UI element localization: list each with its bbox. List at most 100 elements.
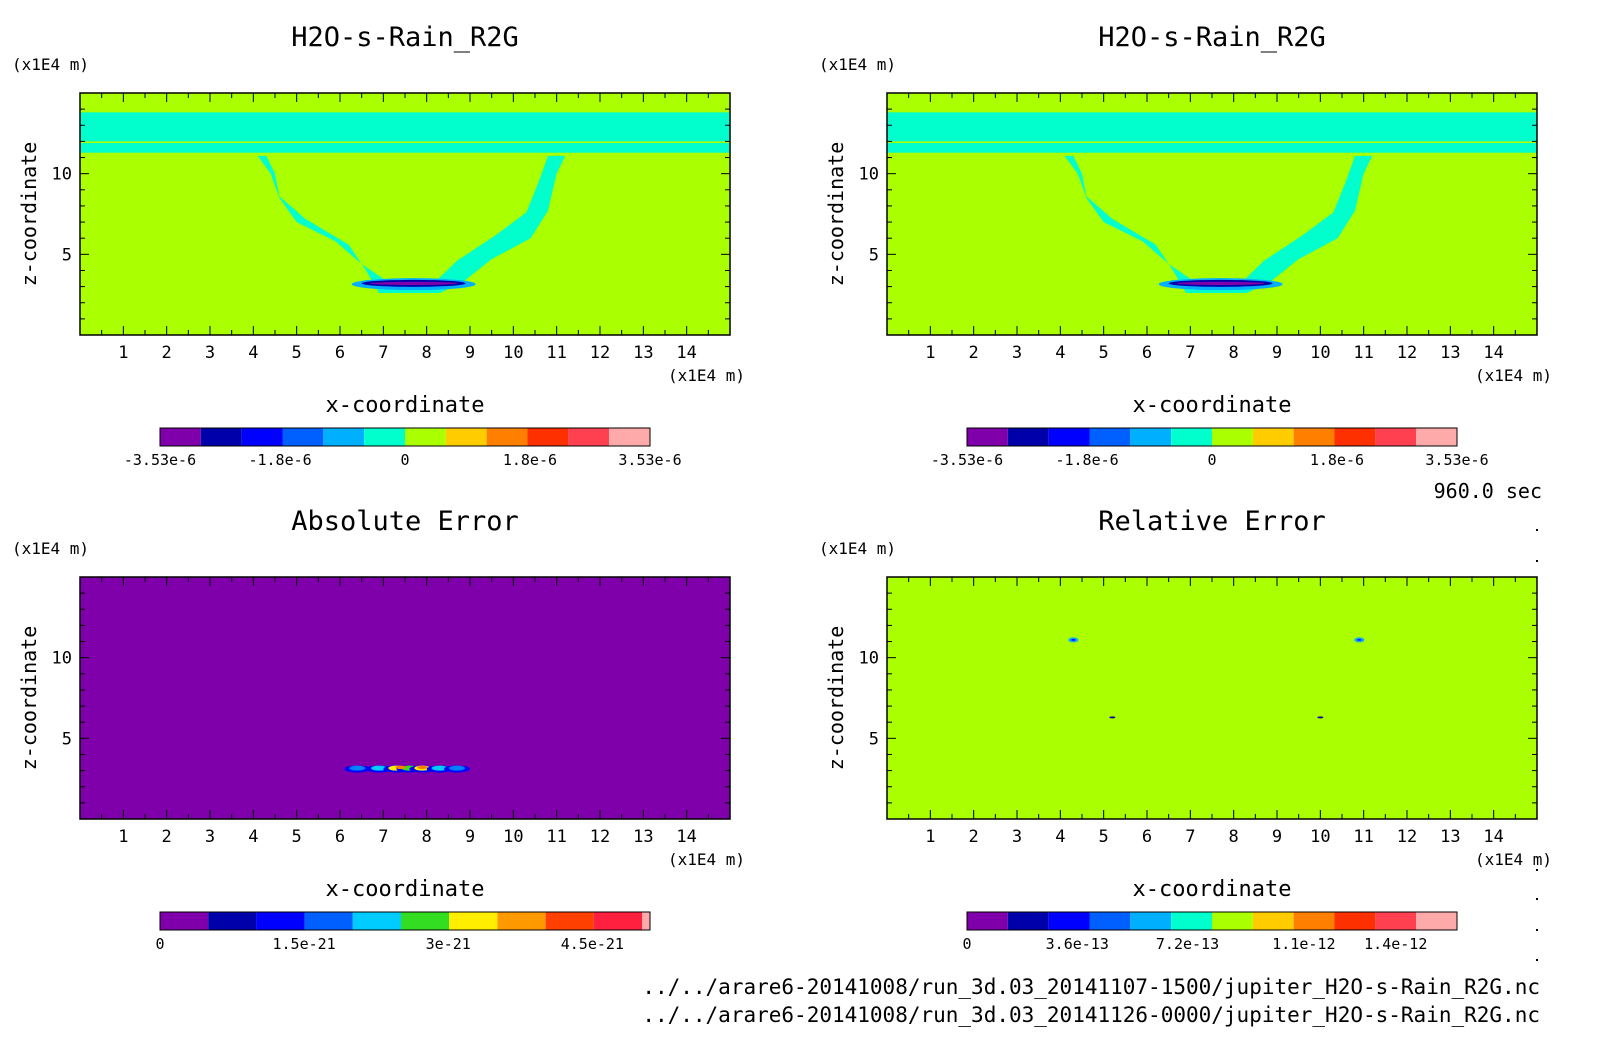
field-features [1068, 637, 1365, 719]
x-tick-label: 8 [422, 827, 432, 847]
colorbar-tick-label: -1.8e-6 [1055, 451, 1118, 469]
rain-shaft [1064, 155, 1373, 294]
x-tick-label: 7 [378, 343, 388, 363]
file-path-1: ../../arare6-20141008/run_3d.03_20141107… [642, 975, 1540, 999]
panel-2: H2O-s-Rain_R2G (x1E4 m) (x1E4 m) x-coordina… [819, 22, 1552, 469]
colorbar-swatch [1293, 912, 1335, 930]
x-tick-label: 6 [335, 343, 345, 363]
colorbar-frame [159, 911, 651, 931]
x-tick-label: 11 [546, 827, 566, 847]
colorbar-tick-label: -3.53e-6 [931, 451, 1003, 469]
colorbar-swatch [282, 428, 324, 446]
colorbar-swatch [1334, 912, 1376, 930]
x-tick-label: 6 [1142, 827, 1152, 847]
field-features [80, 112, 730, 294]
colorbar-swatch [1293, 428, 1335, 446]
x-tick-label: 10 [1310, 343, 1330, 363]
x-tick-label: 13 [633, 343, 653, 363]
x-tick-label: 3 [205, 827, 215, 847]
y-axis-label: z-coordinate [824, 142, 848, 287]
x-tick-label: 6 [335, 827, 345, 847]
colorbar-swatch [405, 428, 446, 446]
x-unit-label: (x1E4 m) [668, 366, 745, 385]
panel-title: Absolute Error [291, 506, 519, 537]
panel-4: Relative Error (x1E4 m) (x1E4 m) x-coordina… [819, 506, 1552, 953]
colorbar-swatch [593, 912, 642, 930]
colorbar-frame [159, 427, 651, 447]
colorbar-swatch [1171, 912, 1212, 930]
x-tick-label: 4 [1055, 343, 1065, 363]
cloud-layer [80, 112, 730, 153]
rain-core-inner [369, 281, 458, 285]
x-tick-label: 4 [248, 343, 258, 363]
rain-shaft [257, 155, 566, 294]
colorbar-tick-label: 1.8e-6 [503, 451, 557, 469]
colorbar-tick-label: 3.53e-6 [618, 451, 681, 469]
x-tick-label: 14 [676, 827, 696, 847]
page-marker-dots [1536, 529, 1538, 961]
plot-field [887, 577, 1537, 819]
x-tick-label: 14 [1483, 343, 1503, 363]
y-tick-label: 10 [859, 165, 879, 185]
colorbar-swatch [1252, 912, 1294, 930]
colorbar-swatch [568, 428, 610, 446]
colorbar-swatch [352, 912, 401, 930]
time-label: 960.0 sec [1434, 479, 1542, 503]
x-tick-label: 8 [1229, 343, 1239, 363]
y-axis-label: z-coordinate [17, 626, 41, 771]
rain-core-inner [1176, 281, 1265, 285]
x-tick-label: 8 [1229, 827, 1239, 847]
x-tick-label: 1 [118, 343, 128, 363]
colorbar-swatch [1252, 428, 1294, 446]
x-tick-label: 14 [1483, 827, 1503, 847]
x-tick-label: 12 [1397, 827, 1417, 847]
colorbar-tick-label: -3.53e-6 [124, 451, 196, 469]
x-tick-label: 3 [1012, 343, 1022, 363]
colorbar-swatch [1416, 428, 1457, 446]
y-tick-label: 5 [62, 729, 72, 749]
x-tick-label: 14 [676, 343, 696, 363]
x-tick-label: 3 [205, 343, 215, 363]
colorbar-swatch [364, 428, 405, 446]
x-unit-label: (x1E4 m) [668, 850, 745, 869]
x-tick-label: 5 [292, 343, 302, 363]
colorbar-swatch [642, 912, 650, 930]
colorbar-tick-label: -1.8e-6 [248, 451, 311, 469]
colorbar-swatch [1048, 428, 1090, 446]
colorbar-swatch [609, 428, 650, 446]
colorbar-swatch [449, 912, 498, 930]
x-tick-label: 2 [162, 827, 172, 847]
plot-field [80, 577, 730, 819]
colorbar-swatch [497, 912, 546, 930]
x-tick-label: 4 [248, 827, 258, 847]
y-tick-label: 5 [869, 245, 879, 265]
y-unit-label: (x1E4 m) [12, 539, 89, 558]
x-tick-label: 10 [503, 343, 523, 363]
x-tick-label: 10 [1310, 827, 1330, 847]
x-unit-label: (x1E4 m) [1475, 850, 1552, 869]
y-axis-label: z-coordinate [17, 142, 41, 287]
colorbar-swatch [160, 428, 201, 446]
x-axis-label: x-coordinate [1133, 877, 1292, 902]
x-tick-label: 7 [1185, 827, 1195, 847]
colorbar-swatch [1130, 428, 1172, 446]
colorbar-tick-label: 1.8e-6 [1310, 451, 1364, 469]
y-tick-label: 5 [869, 729, 879, 749]
colorbar-swatch [241, 428, 283, 446]
x-tick-label: 12 [590, 827, 610, 847]
x-tick-label: 7 [378, 827, 388, 847]
error-blob [431, 765, 448, 771]
colorbar-swatch [208, 912, 257, 930]
colorbar-tick-label: 0 [962, 935, 971, 953]
x-tick-label: 1 [118, 827, 128, 847]
x-tick-label: 2 [969, 343, 979, 363]
panel-title: H2O-s-Rain_R2G [1098, 22, 1326, 53]
y-tick-label: 10 [52, 165, 72, 185]
cloud-layer [887, 112, 1537, 153]
x-unit-label: (x1E4 m) [1475, 366, 1552, 385]
x-tick-label: 9 [1272, 343, 1282, 363]
colorbar-tick-label: 1.1e-12 [1272, 935, 1335, 953]
colorbar-frame [966, 427, 1458, 447]
colorbar-swatch [256, 912, 305, 930]
